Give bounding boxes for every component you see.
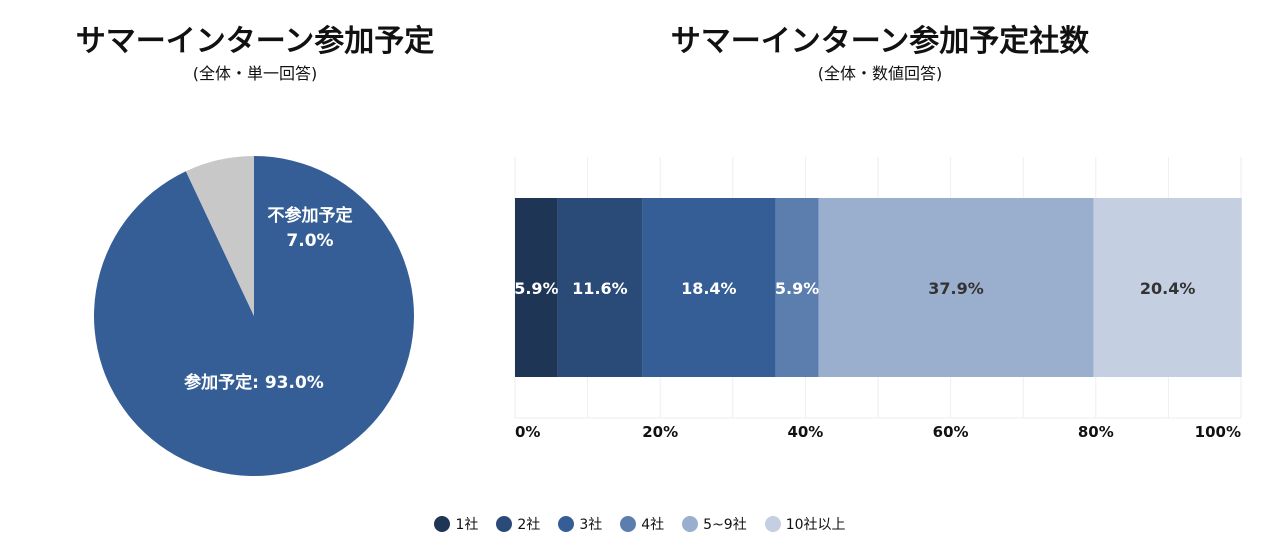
bar-x-tick-label: 80% [1078,423,1114,441]
bar-x-tick-label: 20% [642,423,678,441]
bar-x-tick-label: 100% [1195,423,1241,441]
legend-label: 3社 [579,517,603,533]
legend-item: 1社 [434,514,478,534]
bar-segment-1 [515,198,558,377]
legend-item: 2社 [496,514,540,534]
pie-label-not-attend-value: 7.0% [286,231,333,251]
legend-swatch [764,516,781,532]
bar-x-tick-label: 60% [933,423,969,441]
bar-segment-label-6: 20.4% [1140,279,1196,298]
bar-segment-5 [818,198,1094,377]
legend-swatch [496,516,513,532]
bar-chart-subtitle: (全体・数値回答) [817,64,943,83]
pie-label-not-attend-name: 不参加予定 [268,205,353,226]
bar-segment-6 [1093,198,1242,377]
legend-swatch [682,516,699,532]
legend-swatch [434,516,451,532]
legend-label: 1社 [455,517,479,533]
bar-segment-label-5: 37.9% [928,279,984,298]
bar-x-tick-label: 0% [515,423,540,441]
bar-segment-label-3: 18.4% [681,279,737,298]
bar-segment-4 [775,198,819,377]
legend-item: 4社 [620,514,664,534]
pie-label-attend: 参加予定: 93.0% [184,372,324,393]
pie-chart-subtitle: (全体・単一回答) [192,64,318,83]
legend-label: 2社 [517,517,541,533]
legend-swatch [620,516,637,532]
bar-segment-label-4: 5.9% [775,279,819,298]
legend-item: 10社以上 [764,514,846,534]
bar-chart-legend: 1社 2社 3社 4社 5~9社 10社以上 [0,514,1280,534]
legend-label: 10社以上 [785,517,846,533]
bar-x-tick-label: 40% [787,423,823,441]
pie-chart-title: サマーインターン参加予定 [75,24,435,59]
bar-chart-title: サマーインターン参加予定社数 [670,24,1090,59]
legend-item: 5~9社 [682,514,747,534]
bar-segment-label-2: 11.6% [572,279,628,298]
legend-item: 3社 [558,514,602,534]
legend-swatch [558,516,575,532]
pie-slice-attend [94,156,415,476]
legend-label: 4社 [641,517,665,533]
bar-segment-3 [642,198,776,377]
bar-segment-2 [557,198,643,377]
pie-slice-not-attend [185,156,254,316]
bar-segment-label-1: 5.9% [514,279,558,298]
legend-label: 5~9社 [703,517,747,533]
